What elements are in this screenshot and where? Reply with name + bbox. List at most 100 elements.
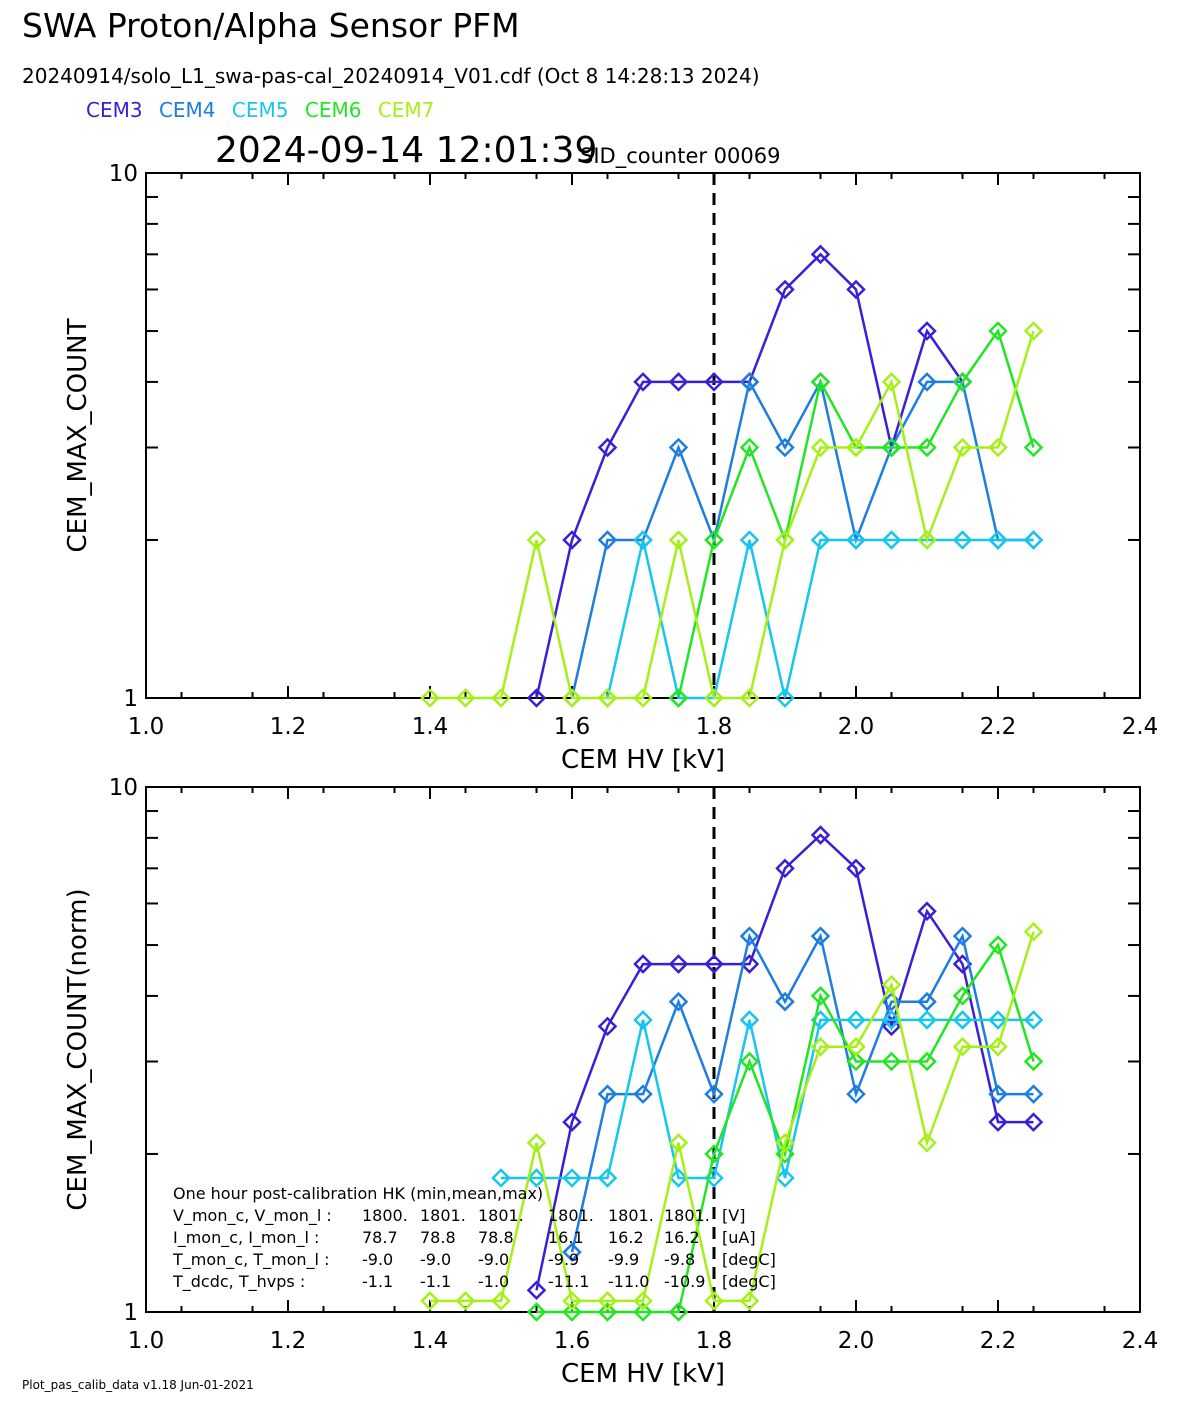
data-point (704, 372, 724, 392)
hk-cell: 1801. (548, 1206, 594, 1225)
data-point (597, 1168, 618, 1188)
series-cem7 (420, 321, 1044, 708)
plot-2: 1.0 1.2 1.4 1.6 1.8 2.0 2.2 2.4 1 10 CEM HV [kV] CE… (63, 775, 1158, 1389)
data-point (526, 1133, 547, 1153)
hk-cell: -1.1 (362, 1272, 393, 1291)
hk-cell: 16.2 (664, 1228, 700, 1247)
data-point (917, 437, 937, 458)
data-point (810, 530, 831, 550)
series-line (677, 328, 1035, 699)
data-point (668, 991, 689, 1012)
data-point (775, 279, 795, 300)
series-cem3 (526, 825, 1044, 1301)
data-point (775, 530, 795, 550)
data-point (562, 1291, 582, 1311)
data-point (562, 1168, 582, 1188)
data-point (952, 926, 973, 946)
data-point (633, 372, 653, 392)
data-point (917, 530, 937, 550)
series-line (501, 1018, 1034, 1180)
y-tick-label: 1 (123, 1300, 138, 1326)
series-cem5 (597, 530, 1044, 708)
series-line (606, 538, 1034, 700)
data-point (988, 1010, 1008, 1030)
data-point (881, 975, 902, 995)
y-tick-label: 10 (109, 775, 138, 801)
data-point (988, 1037, 1008, 1057)
hk-box: One hour post-calibration HK (min,mean,m… (172, 1184, 776, 1292)
data-point (739, 530, 760, 550)
file-subtitle: 20240914/solo_L1_swa-pas-cal_20240914_V0… (22, 64, 760, 88)
data-point (633, 1010, 653, 1030)
data-point (1023, 321, 1044, 341)
data-point (881, 1051, 902, 1072)
hk-cell: -1.0 (478, 1272, 509, 1291)
hk-cell: -9.9 (548, 1250, 579, 1269)
hk-cell: -9.0 (420, 1250, 451, 1269)
legend-item-cem7: CEM7 (377, 98, 435, 122)
data-point (810, 372, 831, 392)
hk-cell: [V] (722, 1206, 745, 1225)
hk-cell: -1.1 (420, 1272, 451, 1291)
y-tick-label: 10 (109, 161, 138, 187)
data-point (810, 986, 831, 1006)
data-point (1023, 1010, 1044, 1030)
hk-cell: 1801. (664, 1206, 710, 1225)
data-point (1023, 1084, 1044, 1104)
plot-1: 1.0 1.2 1.4 1.6 1.8 2.0 2.2 2.4 1 10 CEM HV [kV] CE… (63, 161, 1158, 775)
data-point (704, 530, 724, 550)
legend-item-cem3: CEM3 (86, 98, 143, 122)
hk-cell: [degC] (722, 1272, 776, 1291)
hk-cell: 1801. (420, 1206, 466, 1225)
data-point (881, 991, 902, 1012)
series-line (535, 833, 1034, 1291)
hk-cell: 16.1 (548, 1228, 584, 1247)
x-tick-label: 1.4 (412, 714, 449, 740)
data-point (881, 530, 902, 550)
x-tick-label: 2.0 (838, 1328, 875, 1354)
x-tick-label: 2.2 (980, 1328, 1017, 1354)
data-point (633, 954, 653, 974)
timestamp: 2024-09-14 12:01:39 (215, 130, 598, 171)
x-tick-label: 1.0 (128, 714, 165, 740)
data-point (810, 437, 831, 458)
data-point (810, 825, 831, 845)
series-cem7 (420, 921, 1044, 1311)
y-tick-label: 1 (123, 686, 138, 712)
data-point (810, 926, 831, 946)
data-point (420, 1291, 440, 1311)
series-cem5 (491, 1010, 1044, 1188)
y-axis-label: CEM_MAX_COUNT(norm) (63, 888, 93, 1210)
series-cem6 (526, 935, 1044, 1322)
data-point (846, 1037, 866, 1057)
hk-cell: -9.8 (664, 1250, 695, 1269)
data-point (526, 1280, 547, 1301)
data-point (704, 954, 724, 974)
data-point (846, 437, 866, 458)
data-point (917, 1010, 937, 1030)
data-point (846, 279, 866, 300)
x-tick-label: 1.6 (554, 1328, 591, 1354)
data-point (881, 1010, 902, 1030)
data-point (739, 688, 760, 708)
hk-cell: 78.8 (420, 1228, 456, 1247)
data-point (988, 437, 1008, 458)
data-point (562, 688, 582, 708)
data-point (704, 688, 724, 708)
data-point (668, 1168, 689, 1188)
legend-item-cem6: CEM6 (304, 98, 362, 122)
data-point (420, 688, 440, 708)
series-line (570, 378, 1034, 699)
data-point (952, 1037, 973, 1057)
data-point (668, 372, 689, 392)
series-line (570, 932, 1034, 1253)
hk-cell: [uA] (722, 1228, 756, 1247)
data-point (775, 1144, 795, 1164)
data-point (491, 688, 511, 708)
data-point (810, 1037, 831, 1057)
data-point (988, 321, 1008, 341)
data-point (562, 1242, 582, 1262)
data-point (988, 530, 1008, 550)
series-cem3 (526, 244, 973, 708)
